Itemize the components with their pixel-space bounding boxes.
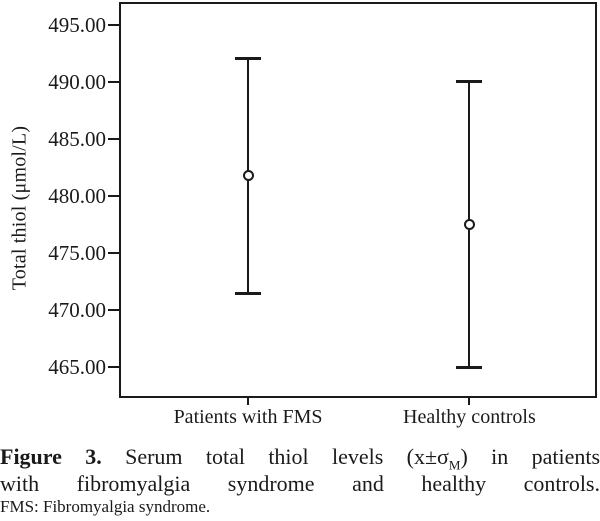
y-tick-mark (108, 309, 120, 312)
x-tick-mark (468, 398, 471, 405)
y-tick-mark (108, 80, 120, 83)
x-category-label: Healthy controls (403, 406, 536, 428)
y-tick-label: 465.00 (48, 355, 106, 380)
y-tick-label: 480.00 (48, 184, 106, 208)
error-bar-cap-lower (456, 365, 483, 369)
x-tick-mark (247, 398, 250, 405)
y-tick-label: 485.00 (48, 126, 106, 151)
y-tick-label: 475.00 (48, 241, 106, 266)
y-tick-label: 490.00 (48, 69, 106, 94)
caption-line-1: Figure 3. Serum total thiol levels (x±σM… (0, 444, 600, 473)
error-bar-cap-upper (456, 80, 483, 84)
caption-line-2: with fibromyalgia syndrome and healthy c… (0, 471, 600, 496)
y-tick-mark (108, 137, 120, 140)
caption-text-a: Serum total thiol levels (x±σ (125, 444, 449, 469)
plot-frame (119, 2, 597, 398)
caption-text-b: ) in patients (460, 444, 600, 469)
caption-sigma-subscript: M (448, 457, 461, 473)
error-bar-cap-upper (235, 57, 262, 61)
error-bar-cap-lower (235, 291, 262, 295)
y-tick-label: 470.00 (48, 298, 106, 323)
y-tick-label: 495.00 (48, 12, 106, 37)
mean-marker (242, 169, 254, 181)
caption-footnote: FMS: Fibromyalgia syndrome. (0, 497, 211, 516)
x-category-label: Patients with FMS (173, 406, 323, 428)
mean-marker (463, 219, 475, 231)
y-tick-mark (108, 366, 120, 369)
y-tick-mark (108, 195, 120, 197)
y-tick-mark (108, 23, 120, 26)
figure-label: Figure 3. (0, 444, 102, 469)
y-tick-mark (108, 252, 120, 255)
